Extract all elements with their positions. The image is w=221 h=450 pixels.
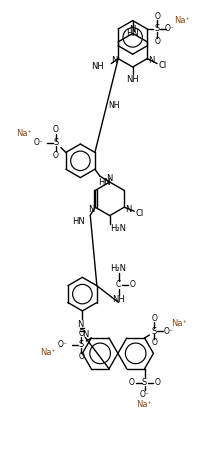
Text: O: O [78, 328, 84, 338]
Text: Na⁺: Na⁺ [171, 319, 187, 328]
Text: NH: NH [109, 101, 120, 110]
Text: HN: HN [72, 216, 85, 225]
Text: S: S [154, 24, 160, 33]
Text: O: O [152, 338, 157, 347]
Text: S: S [53, 138, 59, 147]
Text: NH: NH [92, 62, 104, 71]
Text: Na⁺: Na⁺ [16, 129, 32, 138]
Text: O⁻: O⁻ [140, 390, 149, 399]
Text: C: C [116, 280, 121, 289]
Text: N: N [88, 205, 94, 214]
Text: NH: NH [112, 295, 125, 304]
Text: H₂N: H₂N [110, 224, 126, 233]
Text: O: O [78, 352, 84, 361]
Text: O⁻: O⁻ [163, 327, 173, 336]
Text: O: O [154, 12, 160, 21]
Text: O⁻: O⁻ [165, 24, 175, 33]
Text: N: N [111, 56, 117, 65]
Text: N: N [77, 320, 84, 329]
Text: S: S [152, 327, 157, 336]
Text: O: O [154, 378, 160, 387]
Text: Cl: Cl [136, 209, 144, 218]
Text: NH: NH [126, 75, 139, 84]
Text: N: N [107, 174, 113, 183]
Text: Cl: Cl [159, 61, 167, 70]
Text: O: O [130, 280, 135, 289]
Text: Na⁺: Na⁺ [174, 16, 190, 25]
Text: N: N [125, 205, 131, 214]
Text: HN: HN [126, 29, 139, 38]
Text: O: O [129, 378, 135, 387]
Text: S: S [79, 340, 84, 349]
Text: O: O [154, 37, 160, 46]
Text: O⁻: O⁻ [58, 340, 68, 349]
Text: N: N [130, 25, 136, 34]
Text: Na⁺: Na⁺ [137, 400, 152, 409]
Text: O: O [152, 314, 157, 323]
Text: Na⁺: Na⁺ [40, 348, 56, 357]
Text: S: S [142, 378, 147, 387]
Text: N: N [148, 56, 154, 65]
Text: O⁻: O⁻ [33, 138, 43, 147]
Text: O: O [53, 151, 59, 160]
Text: HN: HN [98, 178, 111, 187]
Text: O: O [53, 125, 59, 134]
Text: N: N [82, 330, 88, 339]
Text: H₂N: H₂N [111, 265, 127, 274]
